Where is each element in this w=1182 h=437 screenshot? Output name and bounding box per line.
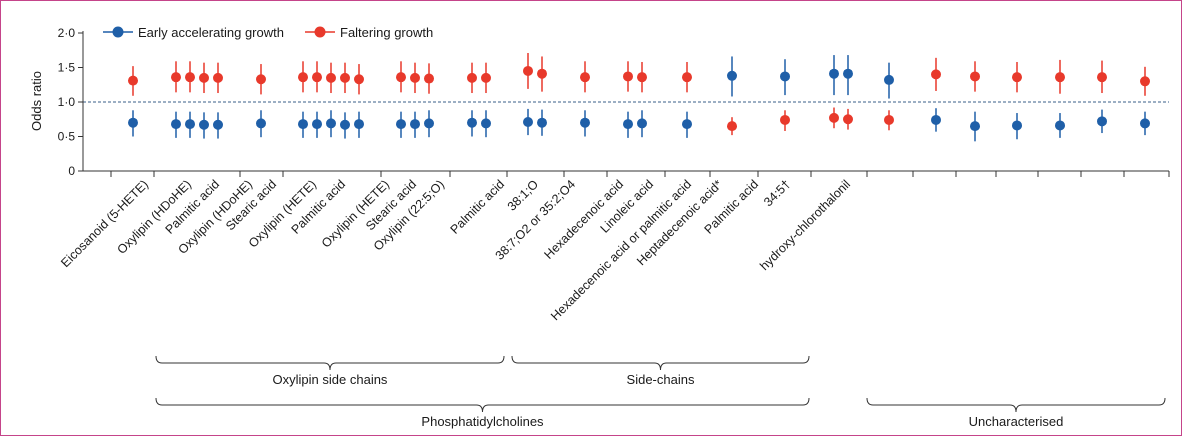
point-faltering [213,72,223,83]
group-brace [866,397,1166,413]
point-early [354,119,364,130]
x-tick-label: 38:1;O [505,177,542,214]
point-faltering [326,72,336,83]
group-brace [155,397,810,413]
point-early [312,119,322,130]
point-early [623,119,633,130]
group-braces: Oxylipin side chains Side-chains Phosphati… [155,355,1166,429]
point-faltering [312,72,322,83]
legend: Early accelerating growth Faltering grow… [103,25,433,40]
point-early [780,71,790,82]
point-early [843,68,853,79]
point-faltering [1055,72,1065,83]
point-early [213,119,223,130]
point-early [1055,120,1065,131]
point-faltering [340,72,350,83]
point-faltering [199,72,209,83]
point-faltering [727,121,737,132]
y-tick-label: 1·0 [58,95,76,109]
point-early [199,119,209,130]
legend-faltering-label: Faltering growth [340,25,433,40]
point-faltering [1097,72,1107,83]
group-label: Uncharacterised [969,414,1064,429]
point-early [727,70,737,81]
point-early [637,118,647,129]
point-faltering [298,72,308,83]
point-early [185,119,195,130]
point-early [424,118,434,129]
point-faltering [354,74,364,85]
x-tick-label: Hexadecenoic acid or palmitic acid [548,177,694,323]
y-tick-label: 1·5 [58,61,76,75]
point-faltering [580,72,590,83]
point-early [1012,120,1022,131]
point-faltering [185,72,195,83]
point-early [481,118,491,129]
y-axis-label: Odds ratio [29,71,44,131]
legend-item-faltering: Faltering growth [305,25,433,40]
point-faltering [481,72,491,83]
point-faltering [1140,76,1150,87]
legend-early-marker [112,26,124,38]
point-early [1097,116,1107,127]
point-early [884,74,894,85]
point-early [396,119,406,130]
point-faltering [780,114,790,125]
point-early [682,119,692,130]
point-early [829,68,839,79]
point-early [410,119,420,130]
point-early [537,117,547,128]
point-early [931,114,941,125]
y-tick-label: 2·0 [58,26,76,40]
x-tick-labels: Eicosanoid (5-HETE)Oxylipin (HDoHE)Palmi… [58,177,853,323]
point-faltering [523,65,533,76]
point-early [467,117,477,128]
point-faltering [396,72,406,83]
point-faltering [682,72,692,83]
legend-item-early: Early accelerating growth [103,25,284,40]
point-faltering [637,72,647,83]
group-brace [155,355,505,371]
point-early [298,119,308,130]
point-early [340,119,350,130]
point-faltering [843,114,853,125]
point-faltering [256,74,266,85]
point-faltering [1012,72,1022,83]
group-label: Side-chains [627,372,695,387]
point-early [256,118,266,129]
point-faltering [410,72,420,83]
point-early [523,117,533,128]
point-early [326,118,336,129]
point-early [1140,118,1150,129]
x-tick-label: 34:5† [761,177,793,209]
point-faltering [467,72,477,83]
group-brace [511,355,810,371]
legend-early-label: Early accelerating growth [138,25,284,40]
y-axis: Odds ratio 0 0·5 1·0 1·5 2·0 [29,26,1170,178]
point-early [171,119,181,130]
y-tick-label: 0·5 [58,130,76,144]
group-label: Oxylipin side chains [273,372,388,387]
point-faltering [537,68,547,79]
point-faltering [931,69,941,80]
point-early [128,117,138,128]
point-early [580,117,590,128]
point-faltering [623,71,633,82]
point-faltering [829,112,839,123]
point-faltering [424,73,434,84]
y-tick-label: 0 [68,164,75,178]
point-faltering [171,72,181,83]
x-tick-label: Palmitic acid [448,177,508,237]
group-label: Phosphatidylcholines [421,414,544,429]
point-faltering [970,71,980,82]
point-faltering [128,75,138,86]
legend-faltering-marker [314,26,326,38]
chart-marks [128,53,1150,142]
point-early [970,121,980,132]
point-faltering [884,114,894,125]
